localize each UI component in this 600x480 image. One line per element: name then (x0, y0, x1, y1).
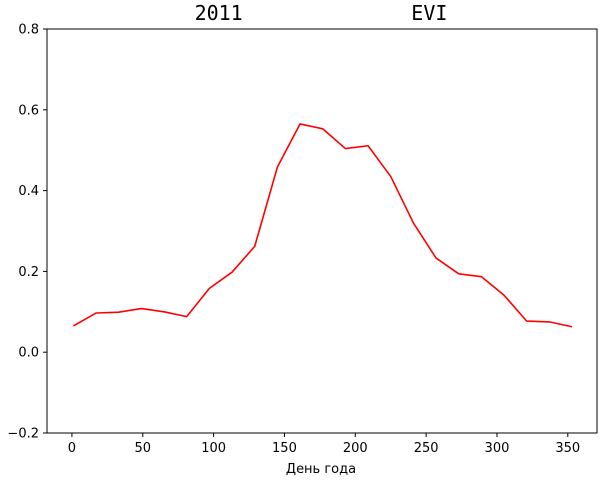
x-axis-label: День года (286, 462, 356, 477)
axes-ticks: 0 50 100 150 200 250 300 350 −0.2 0.0 0.2 0.4 0.6 0.8 (7, 23, 580, 457)
y-tick-label: 0.0 (18, 346, 39, 361)
x-tick-label: 50 (135, 441, 152, 456)
data-point (549, 321, 550, 322)
x-tick-label: 200 (343, 441, 368, 456)
data-point (526, 320, 527, 321)
data-point (95, 312, 96, 313)
data-point (481, 276, 482, 277)
data-point (254, 246, 255, 247)
data-point (231, 272, 232, 273)
x-tick-label: 150 (272, 441, 297, 456)
x-tick-label: 350 (555, 441, 580, 456)
data-point (322, 128, 323, 129)
series-line (72, 123, 573, 328)
data-point (186, 316, 187, 317)
plot-frame (46, 28, 598, 434)
data-point (413, 222, 414, 223)
y-tick-label: 0.8 (18, 23, 39, 38)
chart-title: 2011 EVI (195, 1, 448, 25)
y-tick-label: −0.2 (7, 427, 39, 442)
data-point (458, 273, 459, 274)
x-tick-label: 300 (485, 441, 510, 456)
y-tick-label: 0.2 (18, 265, 39, 280)
data-point (345, 148, 346, 149)
data-point (571, 326, 572, 327)
data-point (163, 311, 164, 312)
data-point (299, 123, 300, 124)
y-tick-label: 0.4 (18, 184, 39, 199)
x-tick-label: 0 (68, 441, 76, 456)
series-layer (72, 123, 573, 328)
y-tick-label: 0.6 (18, 103, 39, 118)
data-point (435, 257, 436, 258)
x-tick-label: 250 (414, 441, 439, 456)
data-point (390, 176, 391, 177)
data-point (118, 312, 119, 313)
data-point (367, 145, 368, 146)
data-point (141, 308, 142, 309)
data-point (209, 288, 210, 289)
data-point (503, 295, 504, 296)
x-tick-label: 100 (201, 441, 226, 456)
data-point (73, 325, 74, 326)
data-point (277, 167, 278, 168)
